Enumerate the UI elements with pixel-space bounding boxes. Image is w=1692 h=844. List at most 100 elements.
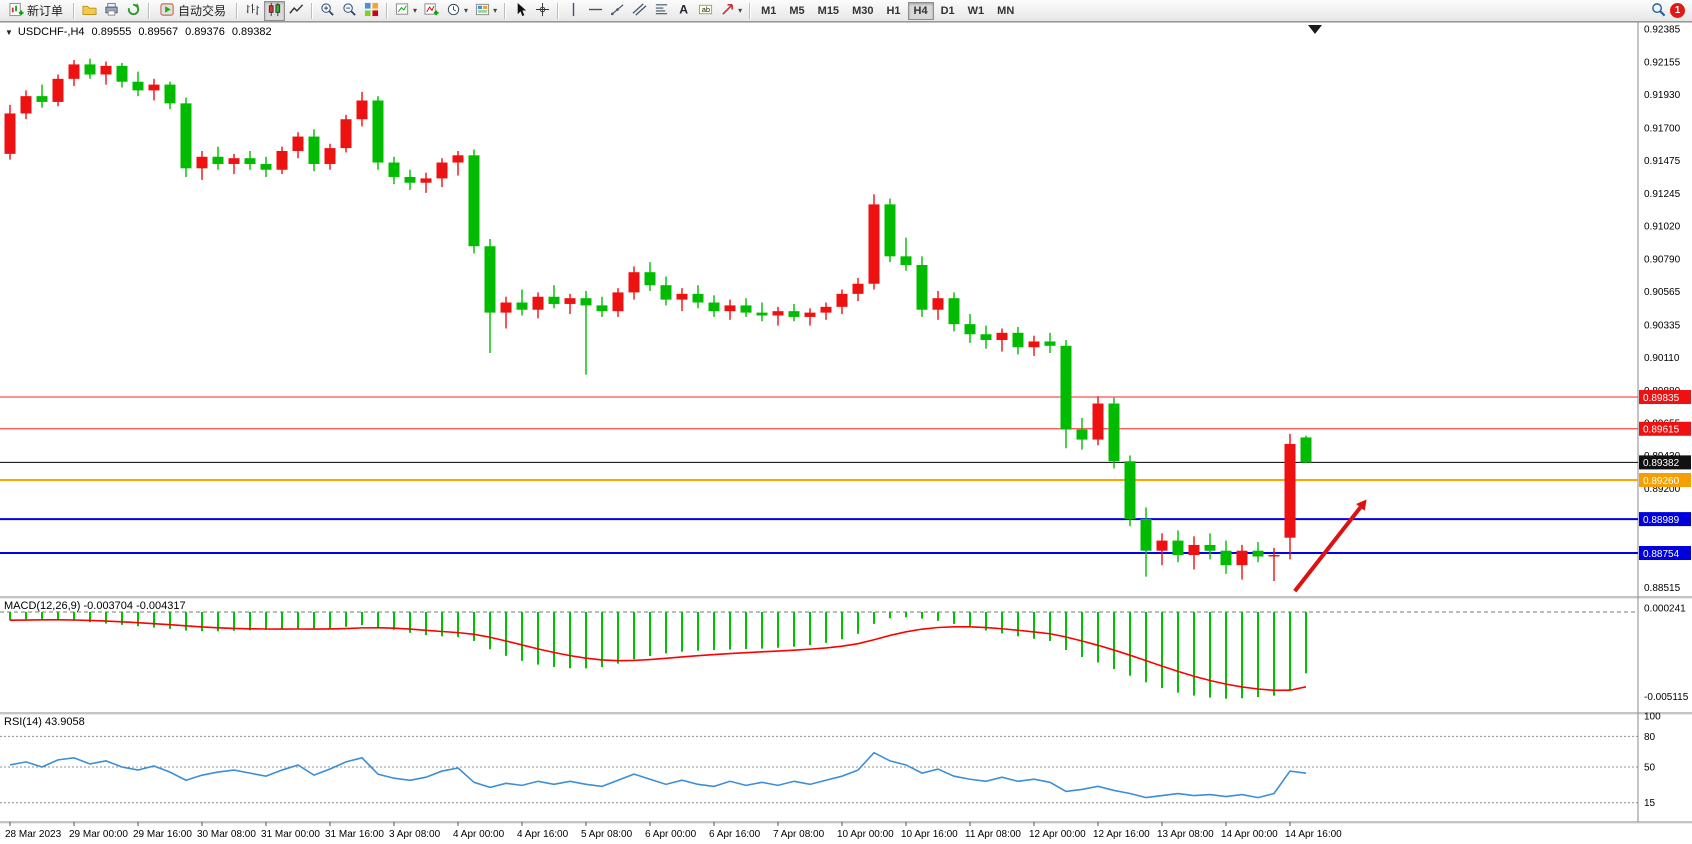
- svg-text:50: 50: [1644, 763, 1656, 774]
- timeframe-h4[interactable]: H4: [907, 1, 934, 20]
- toolbar-separator: [73, 2, 76, 19]
- indicators-button[interactable]: [421, 1, 442, 21]
- caret-down-icon: ▾: [464, 5, 469, 15]
- text-button[interactable]: A: [673, 1, 694, 21]
- svg-text:0.89382: 0.89382: [1643, 458, 1680, 469]
- periods-button[interactable]: ▾: [443, 1, 471, 21]
- timeframe-mn[interactable]: MN: [991, 2, 1020, 20]
- svg-text:0.89260: 0.89260: [1643, 476, 1680, 487]
- timeframe-m1[interactable]: M1: [755, 2, 782, 20]
- svg-text:11 Apr 08:00: 11 Apr 08:00: [965, 829, 1021, 840]
- zoom-in-icon: [320, 2, 335, 20]
- print-icon: [104, 2, 119, 20]
- line-chart-button[interactable]: [286, 1, 307, 21]
- templates-icon: [475, 2, 490, 20]
- svg-text:31 Mar 16:00: 31 Mar 16:00: [325, 829, 384, 840]
- svg-text:6 Apr 16:00: 6 Apr 16:00: [709, 829, 761, 840]
- line-chart-icon: [289, 2, 304, 20]
- toolbar-separator: [148, 2, 151, 19]
- refresh-button[interactable]: [123, 1, 144, 21]
- trendline-icon: [610, 2, 625, 20]
- new-chart-button[interactable]: ▾: [392, 1, 420, 21]
- toolbar-separator: [311, 2, 314, 19]
- horizontal-line-icon: [588, 2, 603, 20]
- svg-text:0.88754: 0.88754: [1643, 549, 1680, 560]
- svg-text:15: 15: [1644, 798, 1656, 809]
- price-axis[interactable]: 0.92385 0.92155 0.91930 0.91700 0.91475 0.912…: [1644, 25, 1681, 594]
- svg-text:0.000241: 0.000241: [1644, 603, 1686, 614]
- new-order-button[interactable]: 新订单: [3, 1, 69, 21]
- svg-text:31 Mar 00:00: 31 Mar 00:00: [261, 829, 320, 840]
- chart-shift-marker-icon: [1308, 25, 1322, 34]
- notification-badge[interactable]: 1: [1670, 3, 1685, 18]
- timeframe-h1[interactable]: H1: [880, 2, 906, 20]
- print-button[interactable]: [101, 1, 122, 21]
- svg-text:0.90110: 0.90110: [1644, 353, 1680, 364]
- bar-chart-button[interactable]: [242, 1, 263, 21]
- trendline-button[interactable]: [607, 1, 628, 21]
- templates-button[interactable]: ▾: [472, 1, 500, 21]
- horizontal-lines[interactable]: [0, 396, 1638, 555]
- toolbar-separator: [386, 2, 389, 19]
- crosshair-button[interactable]: [532, 1, 553, 21]
- new-order-label: 新订单: [27, 4, 64, 18]
- text-label-button[interactable]: ab: [695, 1, 716, 21]
- svg-text:0.92155: 0.92155: [1644, 58, 1681, 69]
- timeframe-m15[interactable]: M15: [812, 2, 845, 20]
- profiles-icon: [82, 2, 97, 20]
- arrows-button[interactable]: ▾: [717, 1, 745, 21]
- candles-layer: [4, 58, 1312, 582]
- svg-text:0.89615: 0.89615: [1643, 425, 1680, 436]
- macd-histogram: [9, 611, 1307, 699]
- channel-button[interactable]: [629, 1, 650, 21]
- channel-icon: [632, 2, 647, 20]
- caret-down-icon: ▾: [738, 5, 743, 15]
- timeframe-w1[interactable]: W1: [962, 2, 991, 20]
- svg-text:0.92385: 0.92385: [1644, 25, 1681, 36]
- fibonacci-button[interactable]: [651, 1, 672, 21]
- svg-text:28 Mar 2023: 28 Mar 2023: [5, 829, 62, 840]
- svg-text:12 Apr 00:00: 12 Apr 00:00: [1029, 829, 1086, 840]
- svg-text:14 Apr 00:00: 14 Apr 00:00: [1221, 829, 1278, 840]
- annotation-arrow[interactable]: [1293, 499, 1367, 593]
- time-axis[interactable]: 28 Mar 2023 29 Mar 00:00 29 Mar 16:00 30 Ma…: [5, 822, 1342, 840]
- svg-text:5 Apr 08:00: 5 Apr 08:00: [581, 829, 633, 840]
- tile-windows-button[interactable]: [361, 1, 382, 21]
- profiles-button[interactable]: [79, 1, 100, 21]
- price-tags: 0.89835 0.89615 0.89382 0.89260 0.88989 0.887…: [1639, 390, 1691, 561]
- svg-text:0.89835: 0.89835: [1643, 393, 1680, 404]
- zoom-in-button[interactable]: [317, 1, 338, 21]
- new-order-icon: [9, 2, 24, 20]
- vertical-line-button[interactable]: [563, 1, 584, 21]
- svg-text:29 Mar 00:00: 29 Mar 00:00: [69, 829, 128, 840]
- svg-text:0.90790: 0.90790: [1644, 255, 1681, 266]
- svg-text:4 Apr 00:00: 4 Apr 00:00: [453, 829, 505, 840]
- search-icon: [1651, 2, 1666, 20]
- search-button[interactable]: [1648, 1, 1669, 21]
- timeframe-m5[interactable]: M5: [783, 2, 810, 20]
- cursor-button[interactable]: [510, 1, 531, 21]
- timeframe-d1[interactable]: D1: [935, 2, 961, 20]
- macd-signal-line: [9, 618, 1307, 692]
- autotrade-label: 自动交易: [178, 4, 227, 18]
- svg-text:0.89200: 0.89200: [1644, 484, 1681, 495]
- toolbar-separator: [504, 2, 507, 19]
- svg-text:0.88515: 0.88515: [1644, 583, 1681, 594]
- caret-down-icon: ▾: [413, 5, 418, 15]
- zoom-out-icon: [342, 2, 357, 20]
- vertical-line-icon: [566, 2, 581, 20]
- bar-chart-icon: [245, 2, 260, 20]
- crosshair-icon: [535, 2, 550, 20]
- tile-windows-icon: [364, 2, 379, 20]
- candlestick-chart-icon: [267, 2, 282, 20]
- timeframe-m30[interactable]: M30: [846, 2, 879, 20]
- autotrade-button[interactable]: 自动交易: [154, 1, 232, 21]
- zoom-out-button[interactable]: [339, 1, 360, 21]
- svg-text:0.91020: 0.91020: [1644, 222, 1681, 233]
- svg-text:100: 100: [1644, 712, 1661, 723]
- text-label-icon: ab: [698, 2, 713, 20]
- horizontal-line-button[interactable]: [585, 1, 606, 21]
- candlestick-chart-button[interactable]: [264, 0, 286, 21]
